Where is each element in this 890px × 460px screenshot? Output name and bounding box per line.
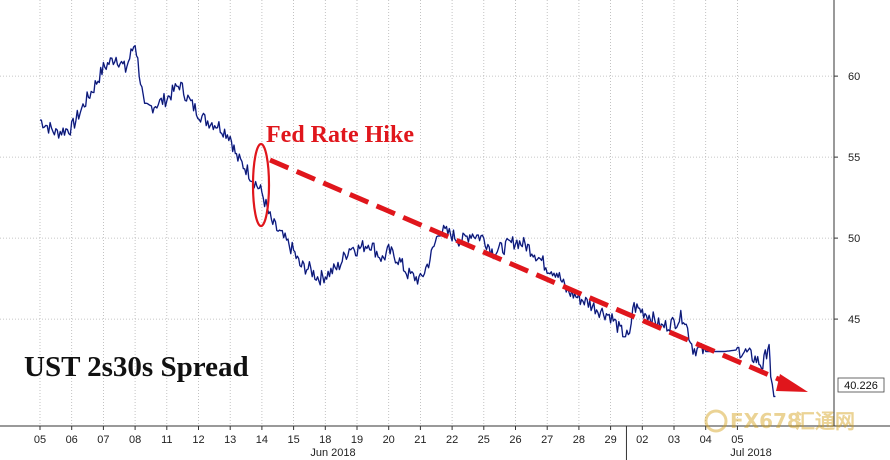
x-tick-label: 19: [351, 434, 363, 446]
x-tick-label: 03: [668, 434, 680, 446]
x-tick-label: 26: [509, 434, 521, 446]
y-tick-label: 55: [848, 152, 860, 164]
x-tick-label: 18: [319, 434, 331, 446]
x-tick-label: 22: [446, 434, 458, 446]
watermark-logo-icon: [704, 409, 728, 433]
axes: [0, 0, 890, 427]
y-tick-label: 45: [848, 314, 860, 326]
rate-hike-ellipse: [251, 142, 271, 228]
x-tick-label: 14: [256, 434, 268, 446]
annotation-text: Fed Rate Hike: [266, 122, 414, 148]
x-tick-label: 27: [541, 434, 553, 446]
trend-arrow-line: [269, 157, 791, 387]
series: [39, 44, 776, 398]
x-tick-label: 21: [414, 434, 426, 446]
x-tick-label: 05: [731, 434, 743, 446]
month-label-jul: Jul 2018: [730, 447, 772, 459]
series-line-shadow: [39, 44, 776, 397]
last-value-box: [837, 377, 885, 393]
x-ticks: 05 06 07 08 11 12 13 14 15 18 19 20 21 22 25 26 27 28 29 02…: [34, 426, 744, 460]
watermark: FX678 汇通网: [704, 409, 855, 433]
y-tick-label: 60: [848, 71, 860, 83]
watermark-brand: FX678: [730, 409, 801, 433]
x-tick-label: 29: [604, 434, 616, 446]
x-tick-label: 13: [224, 434, 236, 446]
y-ticks: 45 50 55 60: [834, 71, 860, 326]
trend-arrow-head: [776, 374, 808, 392]
month-label-jun: Jun 2018: [310, 447, 355, 459]
watermark-cn: 汇通网: [795, 409, 855, 433]
x-tick-label: 25: [478, 434, 490, 446]
x-tick-label: 05: [34, 434, 46, 446]
x-tick-label: 07: [97, 434, 109, 446]
x-tick-label: 15: [287, 434, 299, 446]
x-tick-label: 04: [700, 434, 712, 446]
x-tick-label: 12: [192, 434, 204, 446]
x-tick-label: 28: [573, 434, 585, 446]
y-tick-label: 50: [848, 233, 860, 245]
last-value-badge: 40.226: [837, 377, 885, 393]
chart-title: UST 2s30s Spread: [24, 351, 249, 383]
x-tick-label: 11: [161, 434, 172, 446]
last-value-label: 40.226: [844, 380, 878, 392]
x-tick-label: 06: [66, 434, 78, 446]
x-tick-label: 02: [636, 434, 648, 446]
x-tick-label: 20: [383, 434, 395, 446]
x-tick-label: 08: [129, 434, 141, 446]
